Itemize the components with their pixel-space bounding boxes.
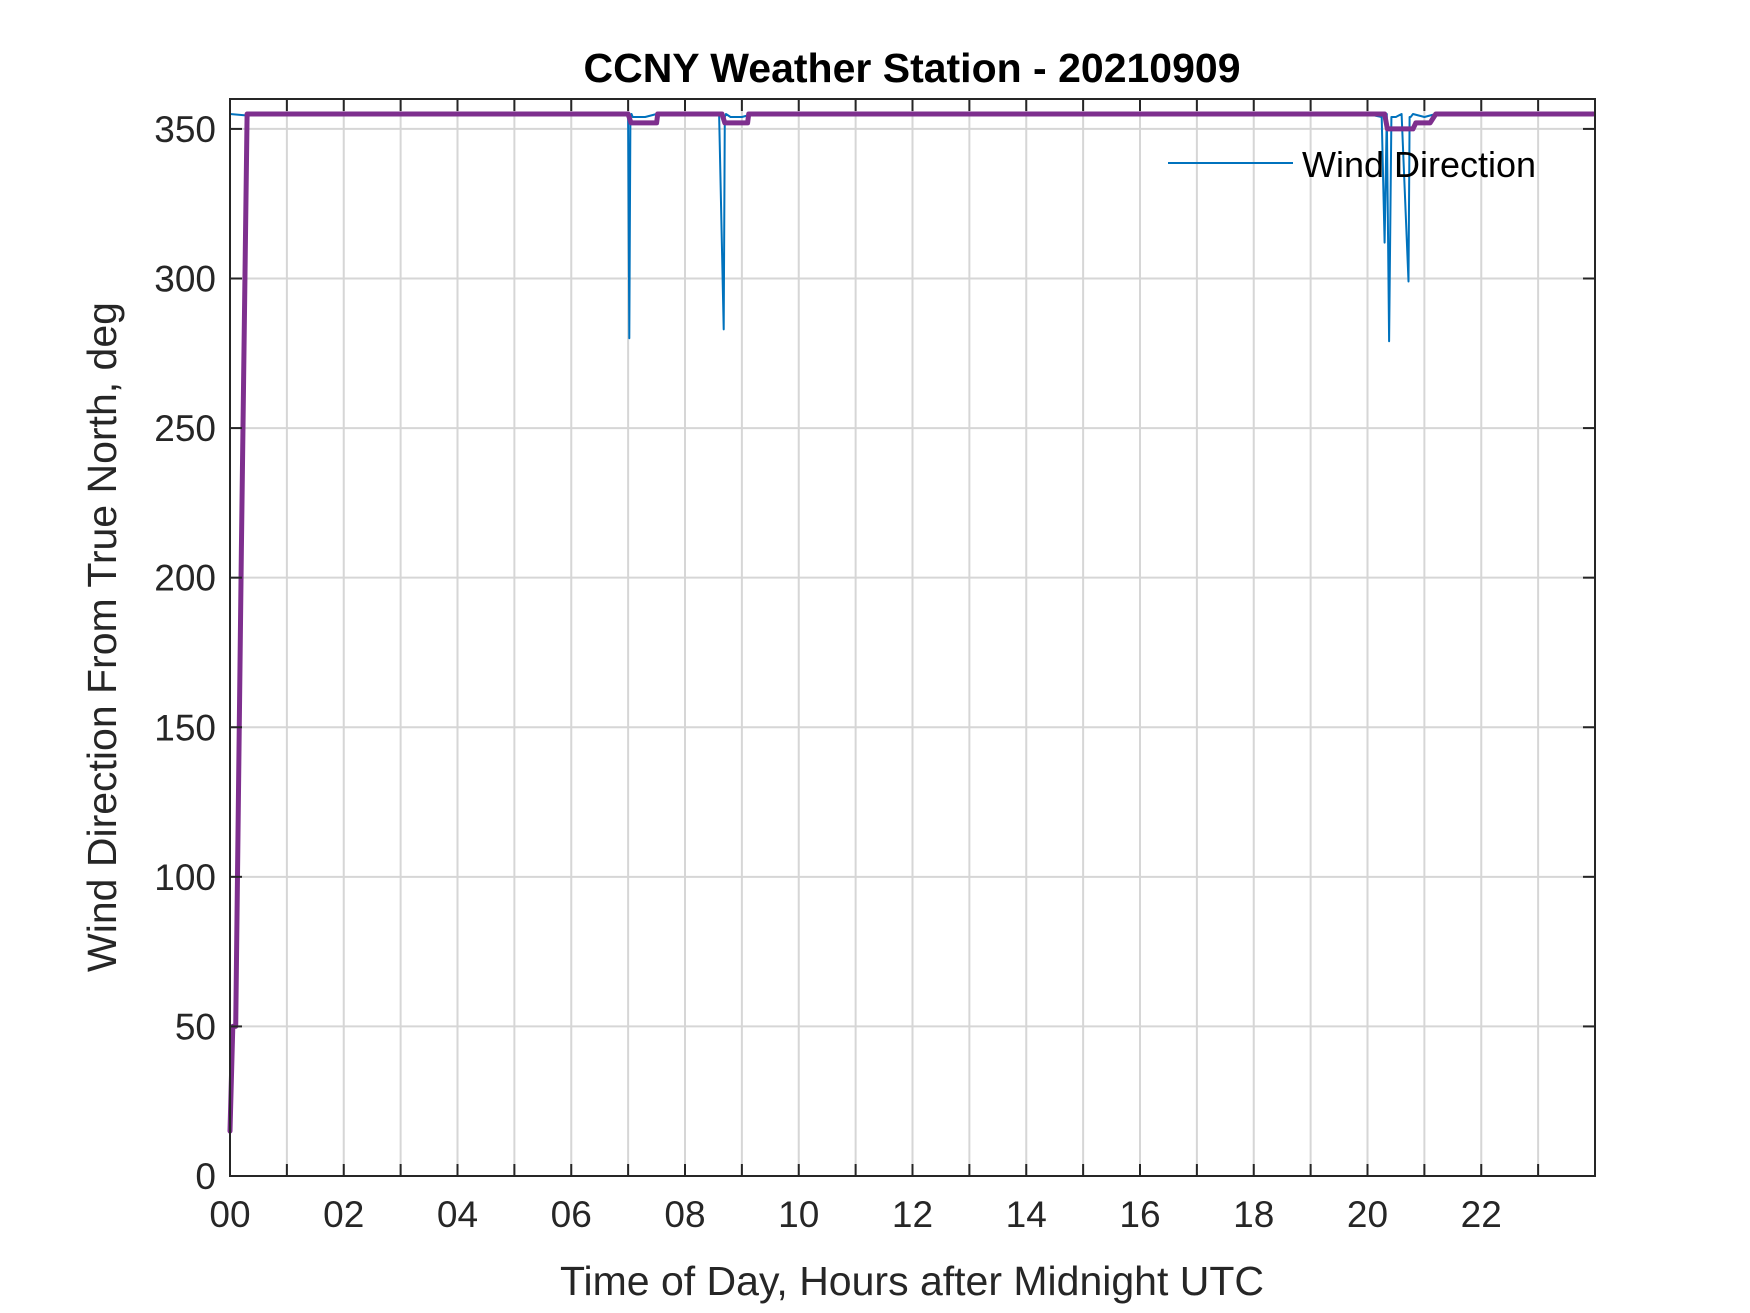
y-axis-label: Wind Direction From True North, deg	[79, 302, 125, 972]
y-tick-label: 250	[154, 408, 216, 449]
series-layer	[227, 111, 1596, 1134]
x-axis-label: Time of Day, Hours after Midnight UTC	[560, 1258, 1264, 1304]
x-tick-label: 00	[209, 1194, 250, 1235]
y-tick-label: 50	[175, 1006, 216, 1047]
series-line-smoothed	[227, 111, 1596, 1134]
x-tick-label: 10	[778, 1194, 819, 1235]
x-tick-label: 04	[437, 1194, 478, 1235]
legend-label-wind-direction: Wind Direction	[1302, 144, 1536, 185]
x-tick-label: 12	[892, 1194, 933, 1235]
x-tick-label: 16	[1119, 1194, 1160, 1235]
y-tick-label: 350	[154, 109, 216, 150]
x-tick-label: 18	[1233, 1194, 1274, 1235]
y-tick-label: 150	[154, 707, 216, 748]
legend: Wind Direction	[1168, 144, 1536, 185]
y-tick-label: 200	[154, 558, 216, 599]
x-tick-label: 22	[1461, 1194, 1502, 1235]
x-tick-label: 02	[323, 1194, 364, 1235]
chart-title: CCNY Weather Station - 20210909	[583, 45, 1240, 91]
y-tick-label: 300	[154, 259, 216, 300]
tick-layer: 0 50 100 150 200 250 300 350 00 02 04 06 08 10 12 14 16 1…	[154, 99, 1595, 1235]
y-tick-label: 100	[154, 857, 216, 898]
x-tick-label: 08	[664, 1194, 705, 1235]
x-tick-label: 14	[1006, 1194, 1047, 1235]
grid-layer	[230, 99, 1595, 1176]
y-tick-label: 0	[195, 1156, 216, 1197]
x-tick-label: 06	[551, 1194, 592, 1235]
x-tick-label: 20	[1347, 1194, 1388, 1235]
